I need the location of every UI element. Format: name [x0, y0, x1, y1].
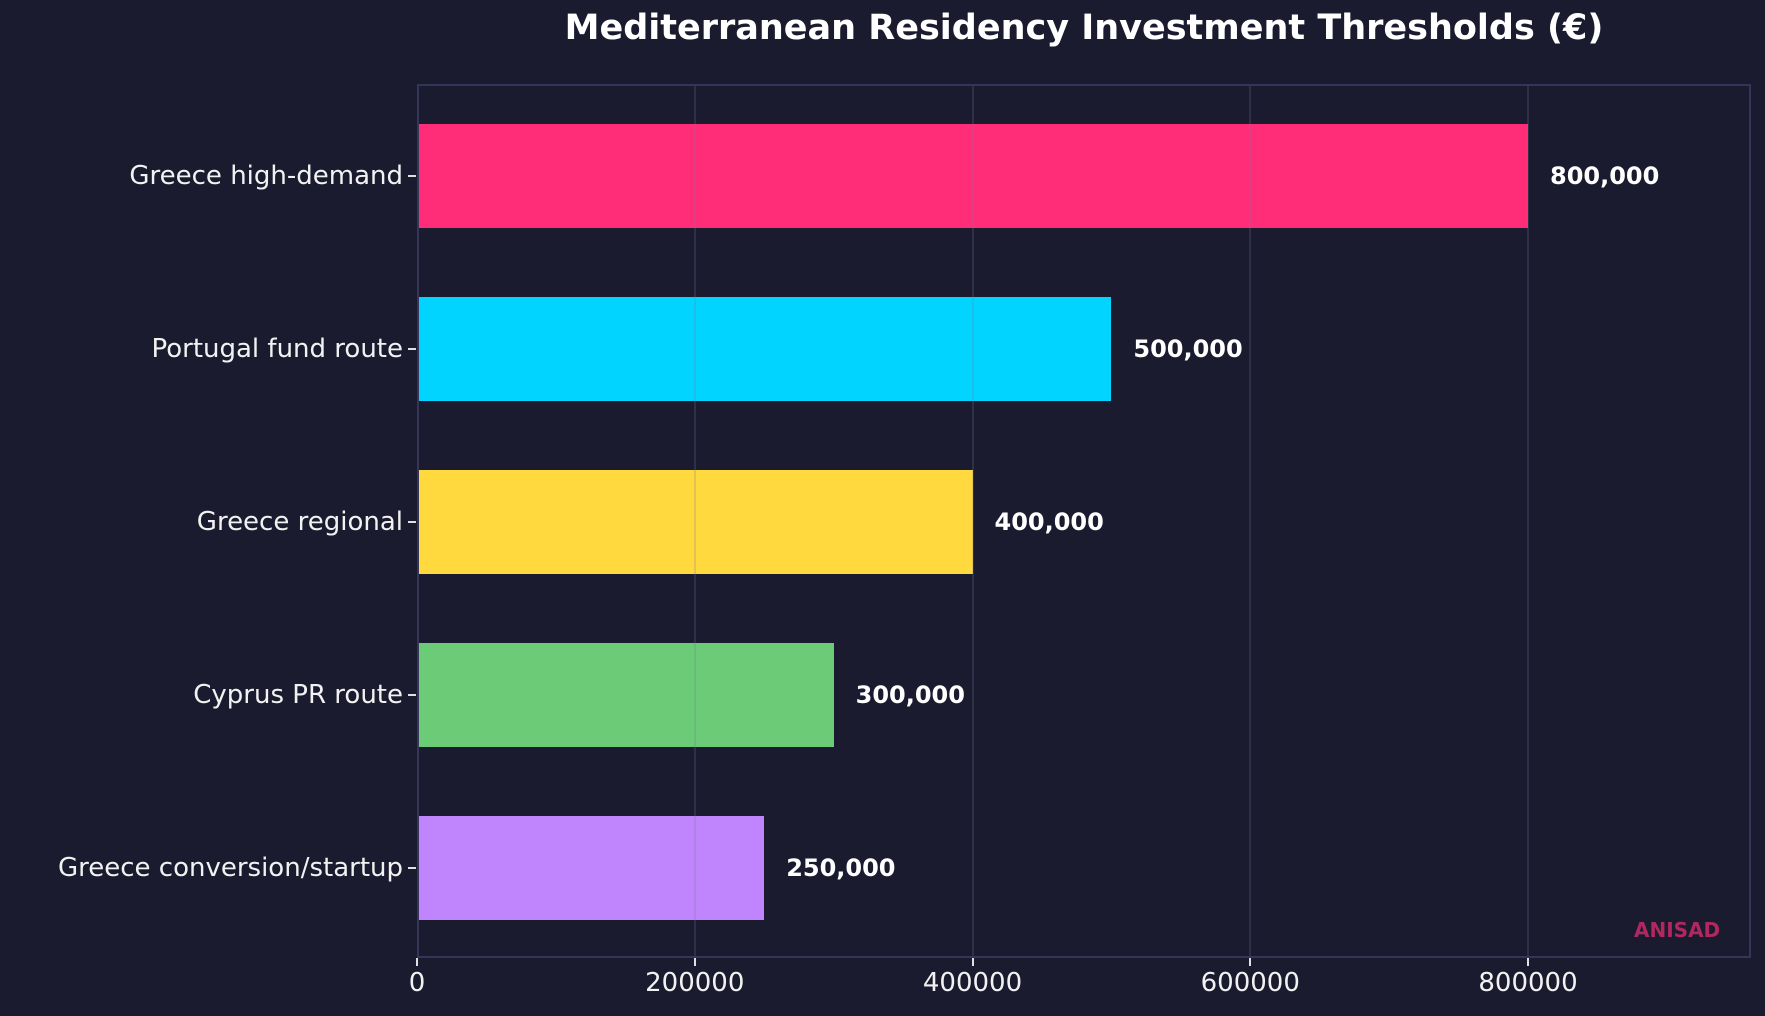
bar-value-label: 400,000	[994, 508, 1104, 536]
watermark: ANISAD	[1634, 918, 1721, 942]
bar-value-label: 250,000	[786, 854, 896, 882]
gridline	[971, 86, 974, 956]
y-tick	[408, 348, 416, 350]
bar-value-label: 500,000	[1133, 335, 1243, 363]
bar	[419, 643, 834, 747]
x-tick	[1249, 958, 1252, 966]
y-tick	[408, 175, 416, 177]
x-tick-label: 200000	[645, 968, 745, 998]
bar	[419, 297, 1112, 401]
bar	[419, 124, 1528, 228]
x-tick-label: 0	[408, 968, 426, 998]
y-tick-label: Greece high-demand	[129, 161, 403, 191]
x-tick-label: 600000	[1200, 968, 1300, 998]
y-tick	[408, 694, 416, 696]
plot-area	[417, 84, 1751, 958]
bar-value-label: 300,000	[855, 681, 965, 709]
bar	[419, 470, 973, 574]
x-tick-label: 800000	[1478, 968, 1578, 998]
x-tick	[1527, 958, 1529, 966]
x-tick	[693, 958, 696, 966]
y-tick-label: Portugal fund route	[151, 334, 403, 364]
y-tick-label: Greece conversion/startup	[57, 853, 403, 883]
chart-title: Mediterranean Residency Investment Thres…	[564, 8, 1604, 48]
gridline	[693, 86, 696, 956]
bar-value-label: 800,000	[1550, 162, 1660, 190]
bar	[419, 816, 765, 920]
y-tick	[408, 521, 416, 523]
y-tick-label: Greece regional	[196, 507, 403, 537]
x-tick-label: 400000	[922, 968, 1023, 998]
gridline	[1249, 86, 1252, 956]
x-tick	[971, 958, 974, 966]
y-tick	[408, 867, 416, 869]
y-tick-label: Cyprus PR route	[193, 680, 403, 710]
x-tick	[416, 958, 418, 966]
gridline	[1527, 86, 1529, 956]
